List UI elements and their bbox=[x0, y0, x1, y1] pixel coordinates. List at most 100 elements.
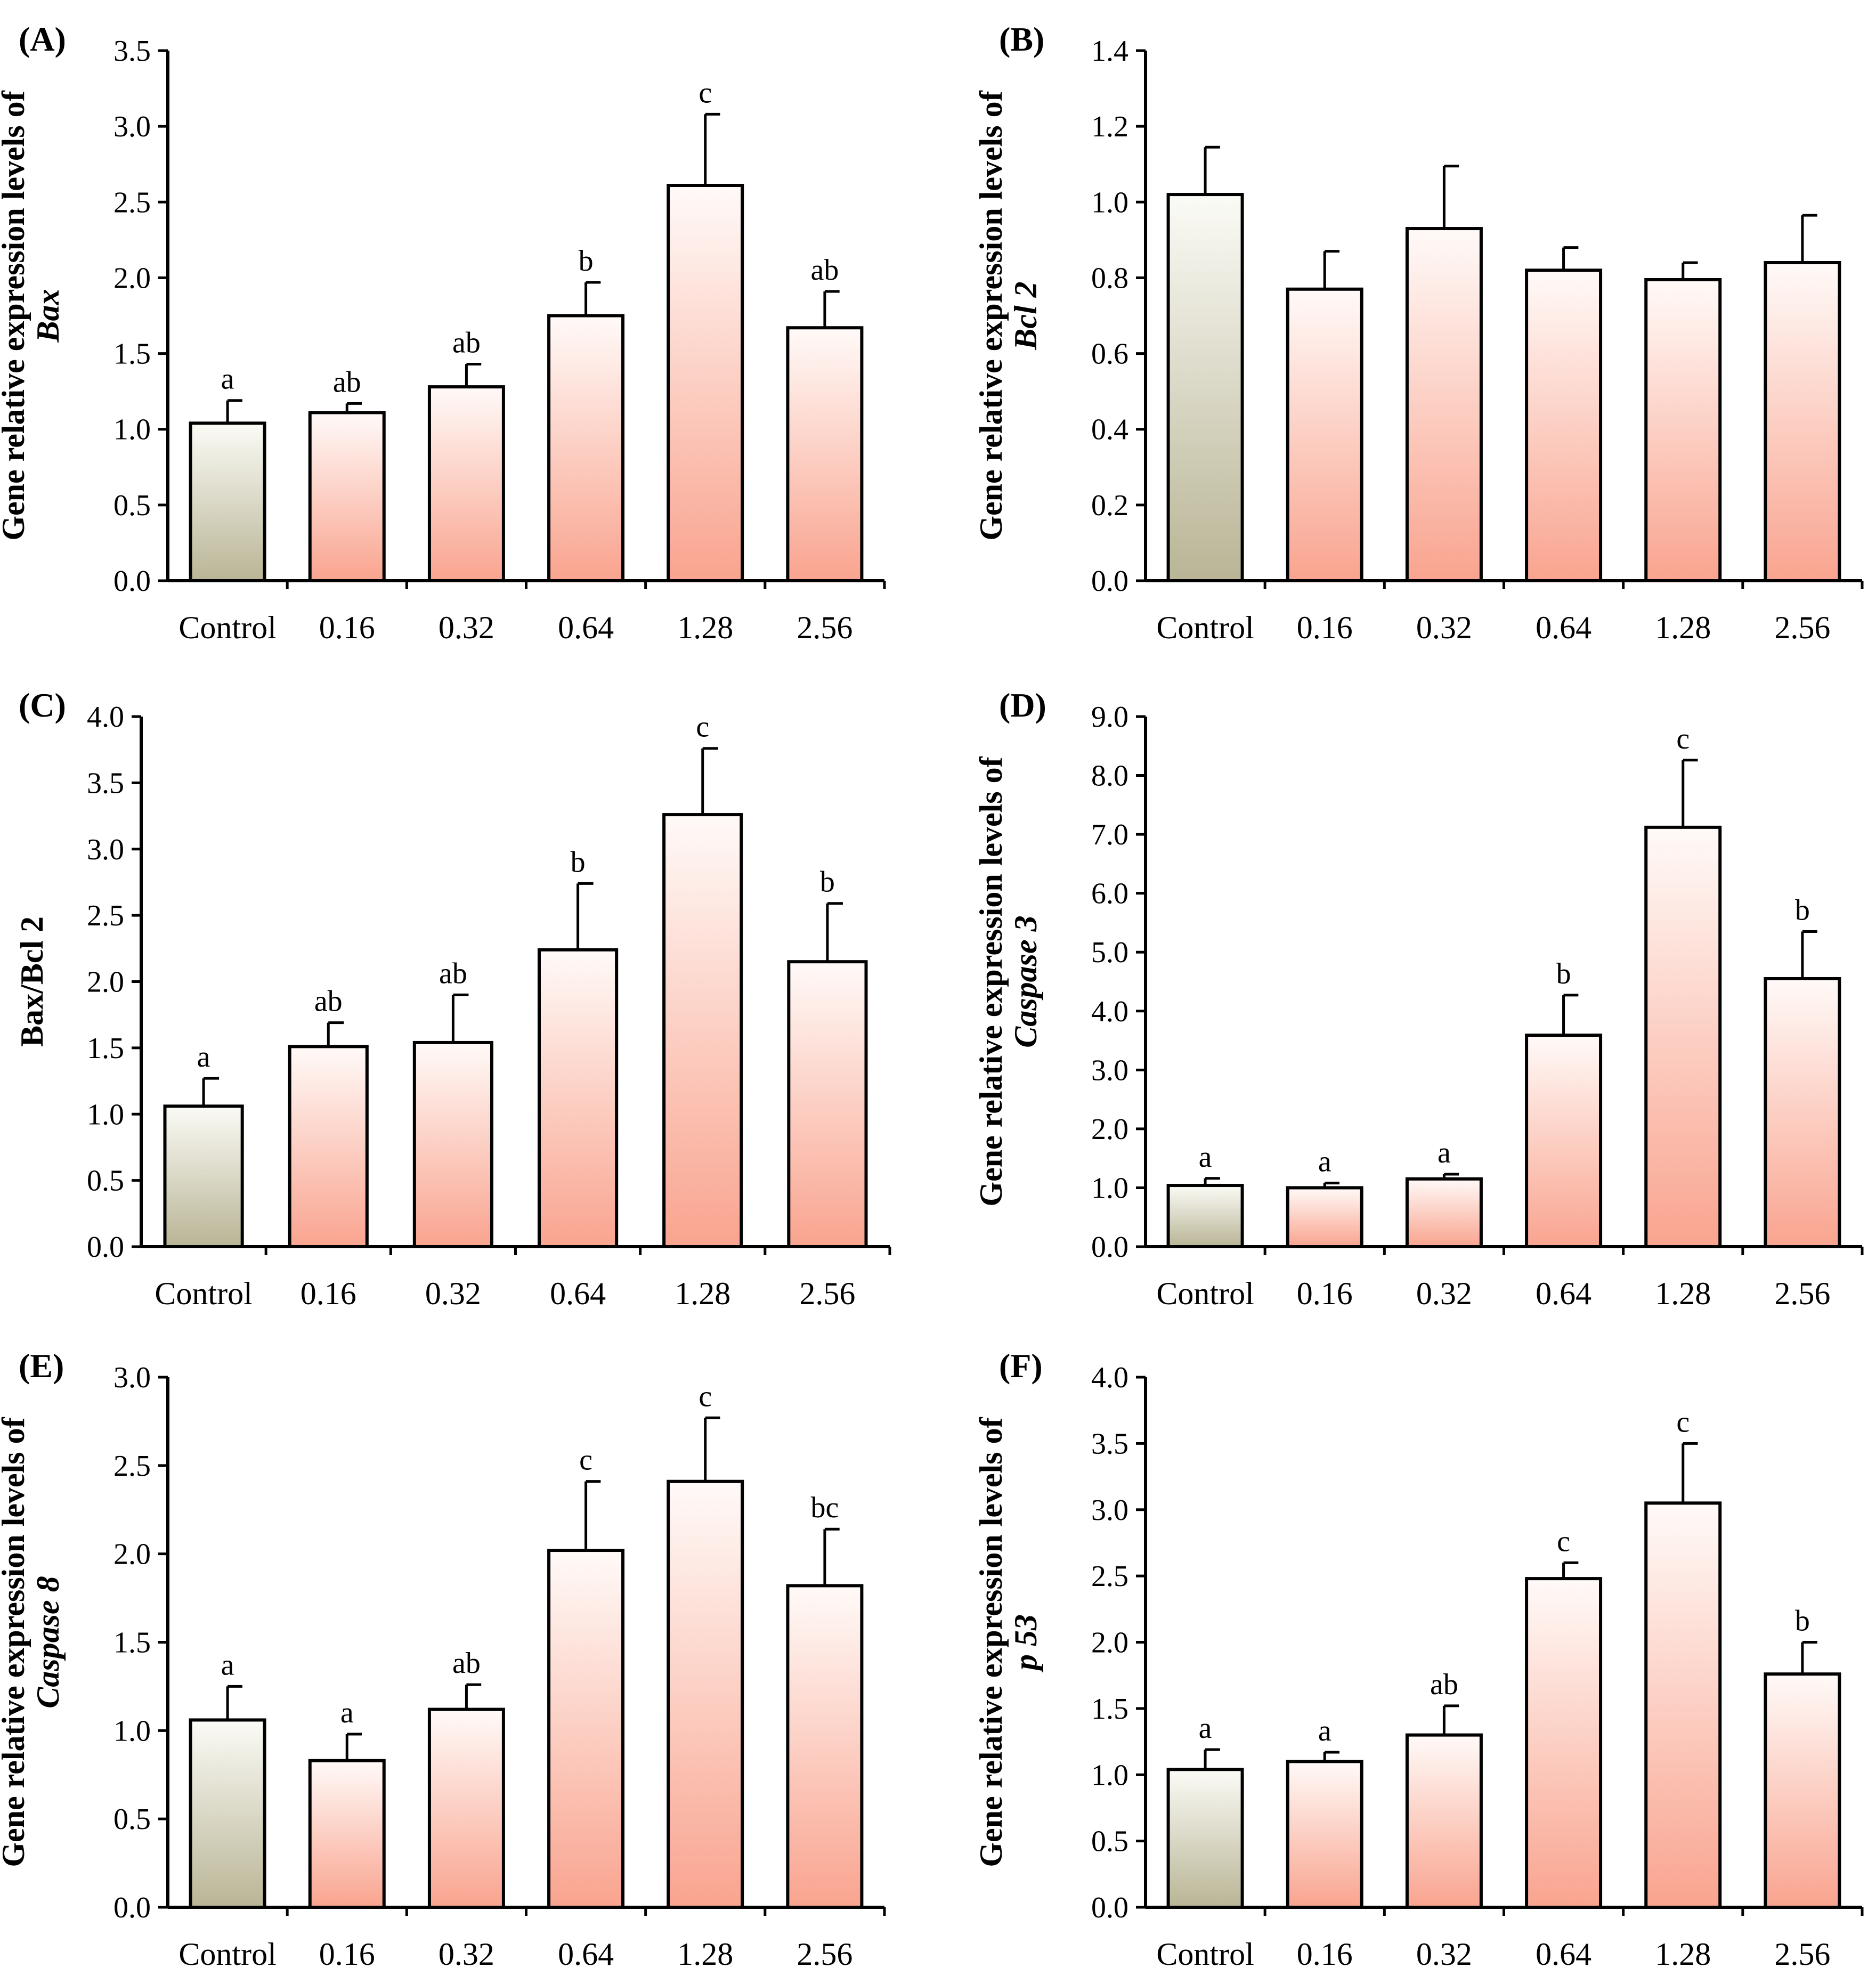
x-tick-label-c-0: Control bbox=[155, 1276, 252, 1311]
bar-a-0 bbox=[189, 421, 266, 582]
panel-label-e: (E) bbox=[19, 1347, 64, 1385]
bar-f-5 bbox=[1764, 1672, 1841, 1909]
y-axis-gene-a: Bax bbox=[30, 289, 66, 343]
y-tick-label-d-8: 8.0 bbox=[1091, 760, 1128, 793]
panel-label-a: (A) bbox=[19, 20, 66, 58]
panel-a: a Control ab 0.16 ab 0.32 b 0.64 c 1.28 ab 2.56 0.0 0… bbox=[0, 20, 886, 645]
significance-label-e-2: ab bbox=[452, 1647, 481, 1680]
x-tick-label-e-0: Control bbox=[178, 1937, 276, 1972]
bar-b-2 bbox=[1405, 227, 1483, 582]
bar-a-3 bbox=[547, 314, 625, 582]
significance-label-e-5: bc bbox=[810, 1491, 839, 1524]
x-tick-label-b-4: 1.28 bbox=[1655, 610, 1711, 645]
y-axis-title-f: Gene relative expression levels of bbox=[973, 1417, 1009, 1867]
y-tick-label-a-4: 2.0 bbox=[113, 262, 151, 295]
significance-label-a-1: ab bbox=[333, 365, 361, 399]
bar-c-3 bbox=[537, 948, 619, 1249]
significance-label-f-2: ab bbox=[1430, 1668, 1458, 1701]
significance-label-f-5: b bbox=[1795, 1605, 1810, 1638]
panel-label-d: (D) bbox=[999, 686, 1046, 724]
y-tick-label-f-5: 2.5 bbox=[1091, 1560, 1128, 1593]
significance-label-c-3: b bbox=[571, 845, 586, 879]
bar-b-1 bbox=[1286, 287, 1363, 582]
bar-c-0 bbox=[163, 1104, 244, 1248]
bar-b-5 bbox=[1764, 261, 1841, 582]
x-tick-label-a-4: 1.28 bbox=[677, 610, 733, 645]
significance-label-f-1: a bbox=[1318, 1714, 1331, 1747]
y-axis-gene-b: Bcl 2 bbox=[1008, 281, 1043, 350]
bar-f-4 bbox=[1644, 1501, 1722, 1909]
x-tick-label-f-2: 0.32 bbox=[1416, 1937, 1472, 1972]
y-tick-label-a-2: 1.0 bbox=[113, 413, 151, 446]
y-tick-label-b-6: 1.2 bbox=[1091, 110, 1128, 143]
y-tick-label-e-0: 0.0 bbox=[113, 1891, 151, 1924]
y-tick-label-a-6: 3.0 bbox=[113, 110, 151, 143]
bar-a-5 bbox=[786, 326, 864, 582]
significance-label-e-0: a bbox=[221, 1648, 234, 1681]
panel-e: a Control a 0.16 ab 0.32 c 0.64 c 1.28 bc 2.56 0.0 0.… bbox=[0, 1347, 886, 1972]
y-tick-label-d-5: 5.0 bbox=[1091, 936, 1128, 969]
y-tick-label-d-1: 1.0 bbox=[1091, 1172, 1128, 1205]
panel-c: a Control ab 0.16 ab 0.32 b 0.64 c 1.28 b 2.56 0.0 0.… bbox=[14, 686, 891, 1311]
x-tick-label-a-3: 0.64 bbox=[558, 610, 614, 645]
significance-label-a-2: ab bbox=[452, 326, 481, 359]
bar-e-3 bbox=[547, 1549, 625, 1909]
x-tick-label-f-4: 1.28 bbox=[1655, 1937, 1711, 1972]
y-tick-label-c-3: 1.5 bbox=[87, 1032, 124, 1065]
x-tick-label-d-2: 0.32 bbox=[1416, 1276, 1472, 1311]
bar-e-2 bbox=[427, 1707, 505, 1909]
panel-label-b: (B) bbox=[999, 20, 1044, 58]
x-tick-label-d-5: 2.56 bbox=[1774, 1276, 1830, 1311]
y-tick-label-b-1: 0.2 bbox=[1091, 489, 1128, 522]
significance-label-d-2: a bbox=[1438, 1136, 1451, 1169]
y-tick-label-d-4: 4.0 bbox=[1091, 995, 1128, 1028]
y-axis-gene-f: p 53 bbox=[1008, 1614, 1043, 1673]
significance-label-e-1: a bbox=[340, 1696, 354, 1729]
bar-e-5 bbox=[786, 1584, 864, 1909]
y-tick-label-c-0: 0.0 bbox=[87, 1231, 124, 1264]
x-tick-label-d-1: 0.16 bbox=[1297, 1276, 1353, 1311]
bar-d-3 bbox=[1525, 1034, 1603, 1249]
panel-b: Control 0.16 0.32 0.64 1.28 2.56 0.0 0.2 0.4 0.6 0… bbox=[973, 20, 1864, 645]
y-tick-label-f-4: 2.0 bbox=[1091, 1627, 1128, 1660]
panel-d: a Control a 0.16 a 0.32 b 0.64 c 1.28 b 2.56 0.0 1.0 2… bbox=[973, 686, 1864, 1311]
y-tick-label-a-1: 0.5 bbox=[113, 489, 151, 522]
y-tick-label-c-6: 3.0 bbox=[87, 833, 124, 866]
x-tick-label-a-1: 0.16 bbox=[319, 610, 375, 645]
significance-label-c-4: c bbox=[696, 711, 709, 744]
x-tick-label-c-1: 0.16 bbox=[301, 1276, 356, 1311]
y-tick-label-d-2: 2.0 bbox=[1091, 1113, 1128, 1146]
bar-d-2 bbox=[1405, 1177, 1483, 1248]
y-tick-label-c-4: 2.0 bbox=[87, 966, 124, 999]
y-tick-label-d-6: 6.0 bbox=[1091, 877, 1128, 910]
bar-d-1 bbox=[1286, 1186, 1363, 1248]
y-axis-gene-d: Caspase 3 bbox=[1008, 915, 1043, 1047]
bar-a-4 bbox=[667, 184, 744, 582]
x-tick-label-b-2: 0.32 bbox=[1416, 610, 1472, 645]
bar-c-4 bbox=[662, 813, 743, 1248]
y-tick-label-b-4: 0.8 bbox=[1091, 262, 1128, 295]
y-tick-label-f-6: 3.0 bbox=[1091, 1494, 1128, 1527]
significance-label-c-1: ab bbox=[314, 985, 343, 1018]
bar-f-0 bbox=[1166, 1768, 1244, 1909]
bar-b-0 bbox=[1166, 193, 1244, 583]
y-tick-label-e-4: 2.0 bbox=[113, 1538, 151, 1571]
y-tick-label-e-6: 3.0 bbox=[113, 1361, 151, 1394]
x-tick-label-e-4: 1.28 bbox=[677, 1937, 733, 1972]
x-tick-label-c-4: 1.28 bbox=[675, 1276, 730, 1311]
bar-f-1 bbox=[1286, 1760, 1363, 1909]
y-axis-title-a: Gene relative expression levels of bbox=[0, 90, 31, 540]
x-tick-label-f-3: 0.64 bbox=[1536, 1937, 1591, 1972]
significance-label-c-0: a bbox=[197, 1040, 210, 1074]
y-axis-title-b: Gene relative expression levels of bbox=[973, 90, 1009, 540]
significance-label-c-5: b bbox=[820, 866, 835, 899]
significance-label-e-4: c bbox=[699, 1380, 712, 1413]
y-tick-label-c-2: 1.0 bbox=[87, 1098, 124, 1131]
y-tick-label-a-0: 0.0 bbox=[113, 565, 151, 598]
y-tick-label-e-1: 0.5 bbox=[113, 1803, 151, 1836]
bar-e-4 bbox=[667, 1479, 744, 1909]
y-tick-label-b-0: 0.0 bbox=[1091, 565, 1128, 598]
y-tick-label-c-8: 4.0 bbox=[87, 701, 124, 734]
y-tick-label-f-3: 1.5 bbox=[1091, 1693, 1128, 1726]
